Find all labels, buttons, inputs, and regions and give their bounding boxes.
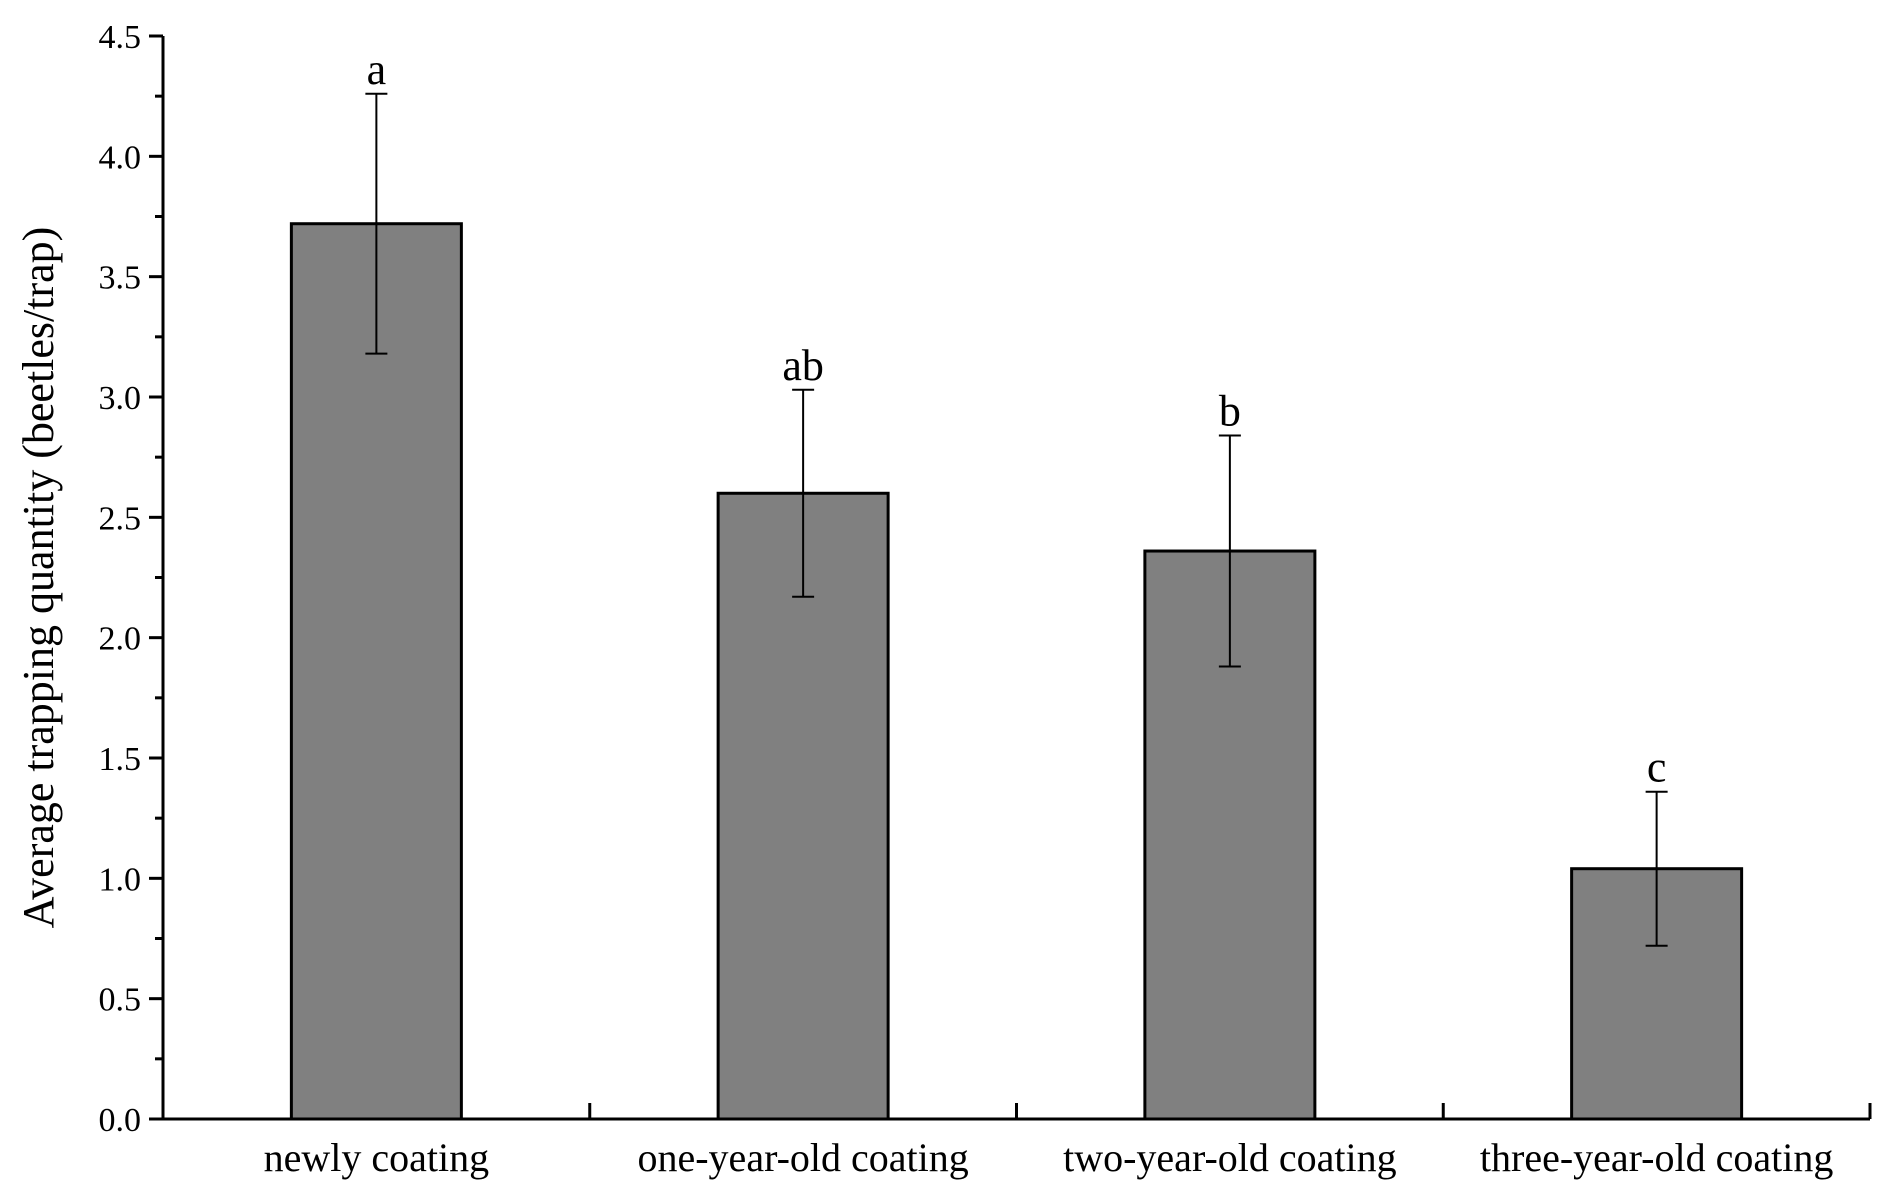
y-tick-label: 4.5 — [99, 19, 142, 56]
y-tick-labels: 0.0 0.5 1.0 1.5 2.0 2.5 3.0 3.5 4.0 4.5 — [99, 19, 142, 1139]
y-tick-label: 0.0 — [99, 1102, 142, 1139]
y-tick-label: 4.0 — [99, 139, 142, 176]
y-tick-label: 1.0 — [99, 861, 142, 898]
bars — [289, 222, 1744, 1121]
x-tick-label: one-year-old coating — [637, 1135, 968, 1180]
bar — [289, 222, 463, 1121]
x-tick-labels: newly coating one-year-old coating two-yea… — [264, 1135, 1834, 1180]
y-tick-label: 2.0 — [99, 621, 142, 658]
error-bars — [365, 92, 1668, 947]
x-tick-label: three-year-old coating — [1480, 1135, 1833, 1180]
significance-letter: a — [367, 45, 387, 94]
y-axis-title: Average trapping quantity (beetles/trap) — [14, 227, 63, 929]
y-tick-label: 1.5 — [99, 741, 142, 778]
y-tick-label: 0.5 — [99, 982, 142, 1019]
x-tick-label: two-year-old coating — [1063, 1135, 1397, 1180]
y-tick-label: 2.5 — [99, 500, 142, 537]
y-tick-label: 3.0 — [99, 380, 142, 417]
significance-letter: ab — [782, 341, 824, 390]
significance-letters: a ab b c — [367, 45, 1667, 792]
x-tick-label: newly coating — [264, 1135, 490, 1180]
significance-letter: b — [1219, 387, 1241, 436]
significance-letter: c — [1647, 743, 1667, 792]
y-tick-label: 3.5 — [99, 260, 142, 297]
